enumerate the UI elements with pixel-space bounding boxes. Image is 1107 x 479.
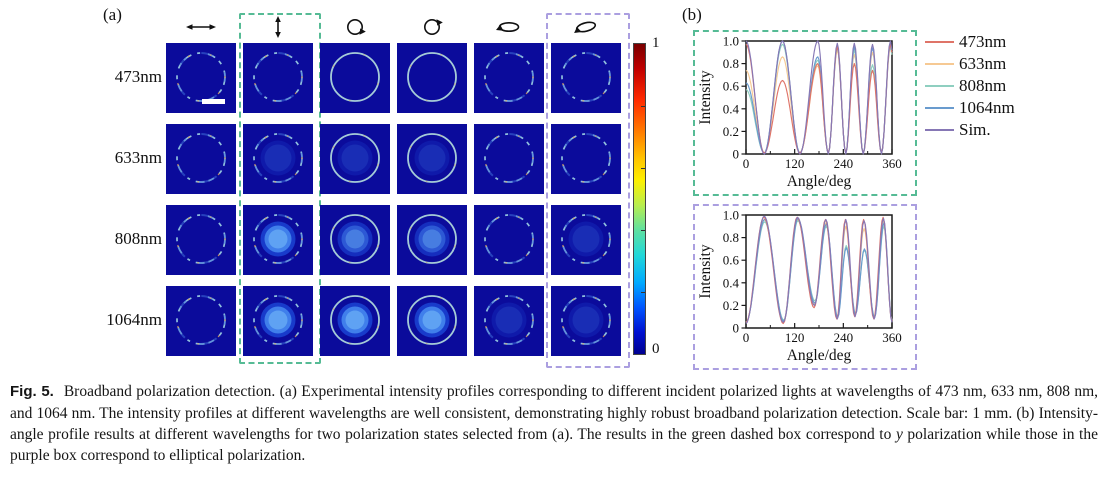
intensity-cell-1064nm-col5	[474, 286, 544, 356]
svg-text:1.0: 1.0	[723, 208, 739, 223]
legend-label-1064nm: 1064nm	[959, 98, 1015, 117]
intensity-cell-633nm-col6	[551, 124, 621, 194]
legend-entry-633nm: 633nm	[925, 53, 1015, 75]
intensity-cell-633nm-col3	[320, 124, 390, 194]
chart-box-elliptical-polarization: 0 0.2 0.4 0.6 0.8 1.0 0 120 240 360 Angle/deg Inten…	[693, 204, 917, 370]
svg-text:0: 0	[743, 330, 750, 345]
svg-text:Intensity: Intensity	[697, 244, 714, 298]
legend-label-Sim.: Sim.	[959, 120, 991, 139]
svg-text:120: 120	[785, 330, 805, 345]
legend-entry-808nm: 808nm	[925, 75, 1015, 97]
svg-text:0.2: 0.2	[723, 124, 739, 139]
colorbar	[633, 43, 646, 355]
purple-dashed-box-column	[546, 13, 630, 368]
svg-text:0.2: 0.2	[723, 298, 739, 313]
svg-text:1.0: 1.0	[723, 34, 739, 49]
intensity-cell-808nm-col2	[243, 205, 313, 275]
intensity-cell-473nm-col5	[474, 43, 544, 113]
elliptical-polarization-icon-1	[491, 15, 527, 39]
chart-legend: 473nm 633nm 808nm 1064nm Sim.	[925, 31, 1015, 141]
intensity-cell-1064nm-col4	[397, 286, 467, 356]
caption-text-2: polarization while those in the purple b…	[10, 426, 1098, 465]
series-Sim.	[745, 40, 893, 155]
intensity-cell-1064nm-col3	[320, 286, 390, 356]
svg-text:240: 240	[834, 330, 854, 345]
svg-text:0.6: 0.6	[723, 253, 740, 268]
intensity-cell-633nm-col5	[474, 124, 544, 194]
colorbar-min-label: 0	[652, 341, 660, 357]
svg-text:Intensity: Intensity	[697, 70, 714, 124]
row-label-633nm: 633nm	[114, 148, 162, 167]
intensity-cell-473nm-col4	[397, 43, 467, 113]
svg-text:0.4: 0.4	[723, 275, 740, 290]
figure-caption: Fig. 5. Broadband polarization detection.…	[10, 381, 1098, 467]
intensity-cell-1064nm-col6	[551, 286, 621, 356]
intensity-cell-1064nm-col1	[166, 286, 236, 356]
intensity-cell-808nm-col3	[320, 205, 390, 275]
svg-text:360: 360	[882, 330, 902, 345]
y-linear-polarization-icon	[260, 15, 296, 39]
colorbar-max-label: 1	[652, 35, 660, 51]
colorbar-tick	[641, 230, 645, 231]
panel-a-label: (a)	[103, 5, 122, 24]
svg-text:Angle/deg: Angle/deg	[787, 173, 852, 190]
legend-entry-1064nm: 1064nm	[925, 97, 1015, 119]
intensity-cell-473nm-col6	[551, 43, 621, 113]
intensity-cell-808nm-col1	[166, 205, 236, 275]
row-label-473nm: 473nm	[114, 67, 162, 86]
intensity-cell-1064nm-col2	[243, 286, 313, 356]
svg-text:Angle/deg: Angle/deg	[787, 347, 852, 364]
legend-swatch-473nm	[925, 40, 954, 44]
legend-label-633nm: 633nm	[959, 54, 1007, 73]
intensity-cell-633nm-col1	[166, 124, 236, 194]
intensity-cell-808nm-col6	[551, 205, 621, 275]
intensity-cell-808nm-col5	[474, 205, 544, 275]
intensity-angle-chart-elliptical-polarization: 0 0.2 0.4 0.6 0.8 1.0 0 120 240 360 Angle/deg Inten…	[697, 208, 902, 365]
series-Sim.	[745, 215, 893, 324]
caption-italic-y: y	[895, 426, 903, 444]
intensity-cell-633nm-col4	[397, 124, 467, 194]
svg-text:0: 0	[743, 156, 750, 171]
chart-box-y-polarization: 0 0.2 0.4 0.6 0.8 1.0 0 120 240 360 Angle/deg Inten…	[693, 30, 917, 196]
colorbar-tick	[641, 106, 645, 107]
panel-b-label: (b)	[682, 5, 702, 24]
svg-text:0: 0	[733, 147, 740, 162]
scale-bar	[202, 99, 225, 104]
svg-text:0.6: 0.6	[723, 79, 740, 94]
svg-text:360: 360	[882, 156, 902, 171]
intensity-cell-473nm-col1	[166, 43, 236, 113]
svg-text:0.8: 0.8	[723, 56, 739, 71]
row-label-808nm: 808nm	[114, 229, 162, 248]
legend-entry-Sim.: Sim.	[925, 119, 1015, 141]
svg-text:0.8: 0.8	[723, 230, 739, 245]
svg-text:120: 120	[785, 156, 805, 171]
intensity-cell-633nm-col2	[243, 124, 313, 194]
legend-entry-473nm: 473nm	[925, 31, 1015, 53]
circular-polarization-cw-icon	[337, 15, 373, 39]
intensity-angle-chart-y-polarization: 0 0.2 0.4 0.6 0.8 1.0 0 120 240 360 Angle/deg Inten…	[697, 34, 902, 191]
circular-polarization-ccw-icon	[414, 15, 450, 39]
legend-label-808nm: 808nm	[959, 76, 1007, 95]
x-linear-polarization-icon	[183, 15, 219, 39]
intensity-cell-473nm-col3	[320, 43, 390, 113]
svg-text:0.4: 0.4	[723, 101, 740, 116]
series-473nm	[745, 43, 893, 154]
intensity-cell-808nm-col4	[397, 205, 467, 275]
colorbar-tick	[641, 168, 645, 169]
row-label-1064nm: 1064nm	[106, 310, 162, 329]
caption-fig-label: Fig. 5.	[10, 383, 54, 400]
colorbar-tick	[641, 292, 645, 293]
svg-text:240: 240	[834, 156, 854, 171]
legend-swatch-633nm	[925, 62, 954, 66]
svg-text:0: 0	[733, 321, 740, 336]
caption-text-1: Broadband polarization detection. (a) Ex…	[10, 383, 1098, 444]
intensity-cell-473nm-col2	[243, 43, 313, 113]
legend-swatch-Sim.	[925, 128, 954, 132]
elliptical-polarization-icon-2	[568, 15, 604, 39]
legend-swatch-1064nm	[925, 106, 954, 110]
legend-swatch-808nm	[925, 84, 954, 88]
legend-label-473nm: 473nm	[959, 32, 1007, 51]
